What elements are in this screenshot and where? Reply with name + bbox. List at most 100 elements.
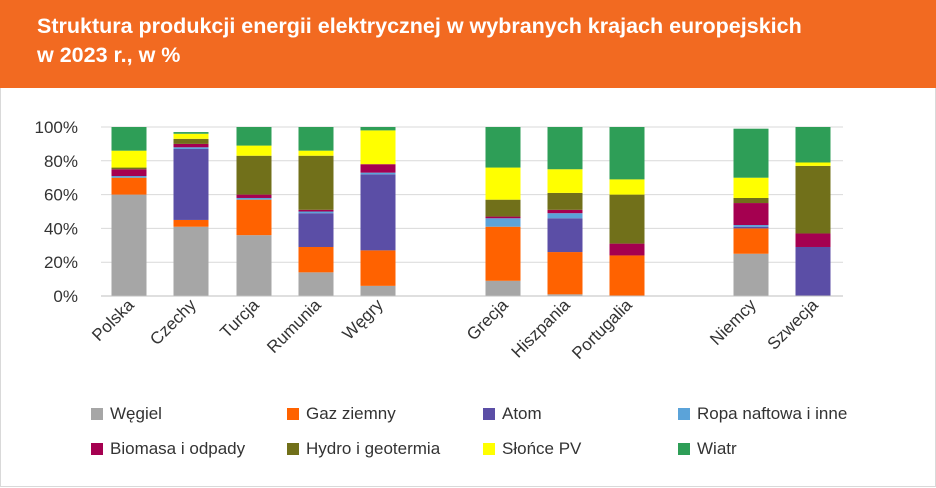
bar-segment (298, 213, 334, 247)
legend-item: Wiatr (678, 438, 737, 460)
bar-segment (485, 199, 521, 217)
bar-segment (609, 255, 645, 296)
y-tick-label: 20% (44, 253, 78, 272)
bar-segment (236, 155, 272, 195)
bar-segment (236, 235, 272, 296)
bar-segment (733, 197, 769, 204)
bar-segment (485, 226, 521, 281)
bar-segment (360, 285, 396, 296)
chart-title-line-1: Struktura produkcji energii elektrycznej… (37, 14, 802, 38)
bar-segment (111, 194, 147, 296)
y-tick-label: 80% (44, 152, 78, 171)
legend-item: Biomasa i odpady (91, 438, 245, 460)
bar-segment (360, 127, 396, 131)
bar-segment (485, 127, 521, 168)
legend-label: Hydro i geotermia (306, 439, 441, 458)
legend-swatch (483, 443, 495, 455)
chart-title-line-2: w 2023 r., w % (37, 43, 181, 67)
bar-segment (360, 174, 396, 251)
legend-label: Atom (502, 404, 542, 423)
bar-segment (609, 243, 645, 256)
bar-segment (111, 150, 147, 168)
chart-header: Struktura produkcji energii elektrycznej… (0, 0, 936, 88)
legend-item: Atom (483, 403, 542, 425)
bar-segment (236, 194, 272, 198)
bar-segment (298, 127, 334, 151)
bar-segment (485, 280, 521, 296)
bar-segment (298, 150, 334, 156)
legend-label: Biomasa i odpady (110, 439, 246, 458)
x-tick-label: Grecja (463, 295, 512, 344)
bar-segment (173, 148, 209, 220)
legend-swatch (483, 408, 495, 420)
bar-segment (795, 162, 831, 166)
bar-segment (298, 209, 334, 212)
bar-segment (111, 176, 147, 178)
y-tick-label: 60% (44, 186, 78, 205)
bar-segment (733, 228, 769, 254)
chart-title: Struktura produkcji energii elektrycznej… (37, 12, 917, 70)
bar-segment (360, 250, 396, 286)
bar-segment (298, 246, 334, 273)
bar-segment (547, 294, 583, 296)
bar-segment (111, 177, 147, 195)
bar-segment (485, 167, 521, 200)
x-tick-label: Hiszpania (508, 295, 575, 362)
legend-swatch (287, 408, 299, 420)
legend-label: Wiatr (697, 439, 737, 458)
bar-segment (111, 169, 147, 177)
bar-segment (733, 253, 769, 296)
legend-label: Gaz ziemny (306, 404, 396, 423)
legend-label: Ropa naftowa i inne (697, 404, 848, 423)
bar-segment (360, 172, 396, 175)
bar-segment (547, 218, 583, 253)
bar-segment (173, 132, 209, 134)
bar-segment (733, 128, 769, 178)
bar-segment (360, 164, 396, 173)
bar-segment (360, 130, 396, 165)
x-tick-label: Niemcy (706, 295, 760, 349)
bar-segment (795, 165, 831, 234)
y-tick-label: 100% (35, 118, 78, 137)
x-tick-label: Czechy (146, 295, 200, 349)
bar-segment (298, 211, 334, 214)
bar-segment (547, 169, 583, 193)
bar-segment (173, 147, 209, 149)
x-tick-label: Turcja (216, 295, 263, 342)
bar-segment (795, 127, 831, 163)
x-tick-label: Rumunia (263, 295, 325, 357)
bar-segment (609, 127, 645, 180)
bar-segment (236, 145, 272, 156)
x-tick-label: Portugalia (568, 295, 636, 363)
bar-segment (733, 226, 769, 229)
y-tick-label: 40% (44, 219, 78, 238)
bar-segment (547, 209, 583, 214)
bar-segment (173, 133, 209, 139)
legend-item: Gaz ziemny (287, 403, 396, 425)
legend-item: Węgiel (91, 403, 162, 425)
y-tick-label: 0% (53, 287, 78, 306)
bar-segment (173, 138, 209, 144)
x-tick-label: Węgry (339, 295, 388, 344)
legend-label: Słońce PV (502, 439, 582, 458)
bar-segment (609, 194, 645, 244)
legend-swatch (287, 443, 299, 455)
bar-segment (547, 213, 583, 219)
bar-segment (547, 127, 583, 170)
bar-segment (733, 177, 769, 198)
bar-segment (795, 246, 831, 296)
x-tick-label: Polska (88, 295, 138, 345)
bar-segment (485, 218, 521, 227)
legend-swatch (678, 443, 690, 455)
bar-segment (547, 252, 583, 295)
legend-item: Ropa naftowa i inne (678, 403, 847, 425)
bar-segment (733, 203, 769, 226)
bar-segment (236, 199, 272, 236)
bar-segment (547, 192, 583, 210)
bar-segment (236, 197, 272, 200)
legend-swatch (678, 408, 690, 420)
bar-segment (173, 226, 209, 296)
legend-swatch (91, 443, 103, 455)
bar-segment (485, 216, 521, 219)
